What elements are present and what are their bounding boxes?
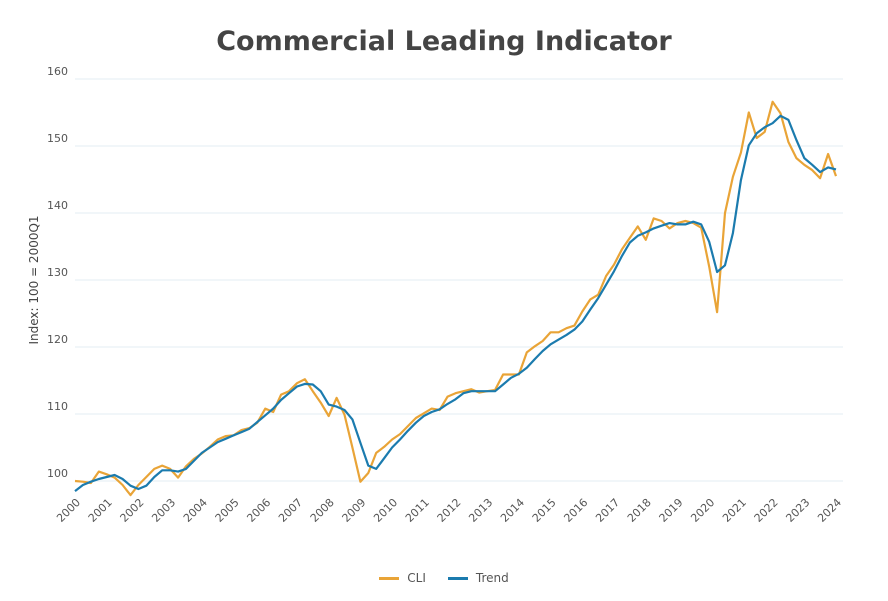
x-tick-label: 2008 — [308, 496, 337, 525]
x-tick-label: 2017 — [593, 496, 622, 525]
legend-label: Trend — [475, 571, 509, 585]
x-tick-label: 2005 — [213, 496, 242, 525]
legend-label: CLI — [407, 571, 426, 585]
x-tick-label: 2000 — [54, 496, 83, 525]
y-tick-label: 140 — [47, 199, 68, 212]
x-tick-label: 2004 — [181, 496, 210, 525]
x-tick-label: 2007 — [276, 496, 305, 525]
x-tick-label: 2011 — [403, 496, 432, 525]
x-tick-label: 2009 — [340, 496, 369, 525]
x-tick-label: 2001 — [86, 496, 115, 525]
gridlines — [75, 78, 843, 482]
y-axis-label: Index: 100 = 2000Q1 — [27, 215, 41, 344]
x-tick-label: 2010 — [371, 496, 400, 525]
x-tick-label: 2019 — [657, 496, 686, 525]
x-tick-label: 2018 — [625, 496, 654, 525]
x-tick-label: 2015 — [530, 496, 559, 525]
x-tick-label: 2002 — [118, 496, 147, 525]
legend-swatch — [379, 576, 400, 580]
x-tick-label: 2016 — [561, 496, 590, 525]
legend-item-trend[interactable]: Trend — [447, 571, 509, 585]
series-line-cli — [74, 100, 838, 497]
x-tick-label: 2006 — [244, 496, 273, 525]
x-tick-label: 2003 — [149, 496, 178, 525]
x-tick-label: 2023 — [783, 496, 812, 525]
x-tick-label: 2022 — [752, 496, 781, 525]
y-tick-label: 130 — [47, 266, 68, 279]
x-tick-label: 2014 — [498, 496, 527, 525]
y-tick-label: 150 — [47, 132, 68, 145]
x-tick-label: 2024 — [815, 496, 844, 525]
legend: CLI Trend — [0, 571, 888, 585]
x-axis-ticks: 2000 2001 2002 2003 2004 2005 2006 2007 2008 2009… — [54, 496, 844, 525]
series-line-trend — [74, 114, 837, 492]
series-lines — [74, 100, 838, 497]
x-tick-label: 2021 — [720, 496, 749, 525]
y-tick-label: 120 — [47, 333, 68, 346]
y-tick-label: 100 — [47, 467, 68, 480]
legend-swatch — [447, 576, 468, 580]
legend-item-cli[interactable]: CLI — [379, 571, 426, 585]
x-tick-label: 2013 — [466, 496, 495, 525]
x-tick-label: 2012 — [435, 496, 464, 525]
y-tick-label: 110 — [47, 400, 68, 413]
x-tick-label: 2020 — [688, 496, 717, 525]
y-axis-ticks: 100 110 120 130 140 150 160 — [47, 65, 68, 480]
y-tick-label: 160 — [47, 65, 68, 78]
chart-title: Commercial Leading Indicator — [216, 26, 672, 57]
